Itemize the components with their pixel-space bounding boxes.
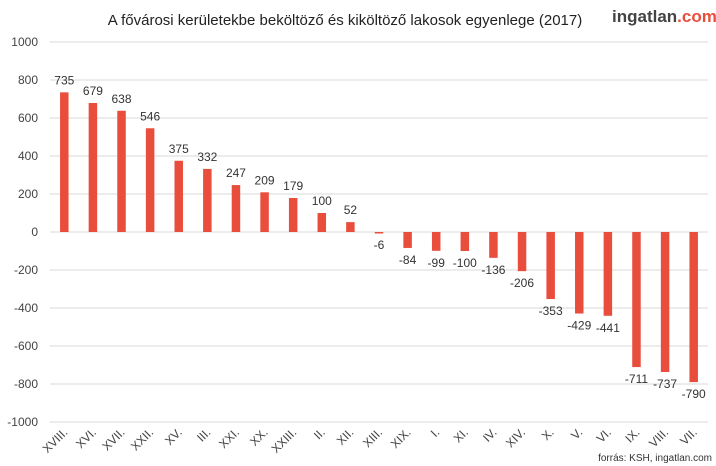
x-tick-label: XIX. [388, 425, 414, 451]
data-label: -711 [625, 372, 648, 386]
x-tick-label: XXII. [128, 425, 156, 453]
x-tick-label: X. [539, 425, 557, 443]
data-label: 735 [54, 73, 74, 87]
x-tick-label: IX. [622, 425, 642, 445]
y-tick-label: -400 [14, 301, 38, 315]
x-tick-label: VII. [677, 425, 700, 448]
y-tick-label: 200 [18, 187, 38, 201]
x-tick-label: XII. [334, 425, 357, 448]
x-axis: XVIII. XVI. XVII. XXII. XV. III. XXI. XX.XXIII.… [40, 425, 700, 456]
bar [632, 232, 641, 368]
x-tick-label: V. [568, 425, 585, 442]
bar [603, 232, 613, 316]
bar [260, 192, 269, 232]
bar [317, 213, 327, 232]
data-label: 546 [140, 109, 160, 123]
source-note: forrás: KSH, ingatlan.com [598, 453, 712, 464]
bars [60, 92, 698, 383]
y-tick-label: 1000 [11, 35, 38, 49]
x-tick-label: XIV. [503, 425, 528, 450]
data-label: -84 [399, 253, 417, 267]
y-tick-label: -800 [14, 377, 38, 391]
data-label: 179 [283, 179, 303, 193]
data-label: -136 [481, 263, 505, 277]
x-tick-label: VIII. [646, 425, 671, 450]
x-tick-label: XXIII. [269, 425, 300, 456]
data-label: 100 [312, 194, 332, 208]
x-tick-label: XI. [451, 425, 471, 445]
y-tick-label: 0 [31, 225, 38, 239]
data-label: -353 [539, 304, 563, 318]
bar [403, 232, 412, 248]
bar [546, 232, 555, 300]
bar [660, 232, 670, 373]
data-label: -790 [682, 387, 706, 401]
data-label: -6 [374, 238, 385, 252]
x-tick-label: VI. [594, 425, 614, 445]
y-axis: 1000 800 600 400 200 0 -200 -400 -600 -800 -1000 [7, 35, 38, 429]
y-tick-label: 800 [18, 73, 38, 87]
data-label: -99 [428, 256, 446, 270]
brand-suffix: .com [677, 7, 716, 26]
data-label: -441 [596, 321, 620, 335]
x-tick-label: II. [311, 425, 328, 442]
data-label: -100 [453, 256, 477, 270]
x-tick-label: XVIII. [40, 425, 71, 456]
data-label: 247 [226, 166, 246, 180]
y-tick-label: 600 [18, 111, 38, 125]
y-tick-label: -600 [14, 339, 38, 353]
data-label: -206 [510, 276, 534, 290]
bar [117, 110, 126, 232]
bar [689, 232, 698, 383]
bar [374, 232, 384, 234]
x-tick-label: IV. [480, 425, 500, 445]
brand-logo: ingatlan.com [612, 7, 716, 26]
data-labels: 735 679 638 546 375 332 247 209 179 100 52 -6 -84 -99… [54, 73, 706, 401]
x-tick-label: I. [428, 425, 443, 440]
bar [460, 232, 470, 251]
bar [288, 197, 298, 232]
x-tick-label: III. [194, 425, 213, 444]
bar [431, 232, 441, 251]
bar [145, 128, 155, 232]
bar [88, 102, 98, 233]
bar [489, 232, 498, 258]
data-label: 638 [112, 92, 132, 106]
data-label: -737 [653, 377, 677, 391]
bar [575, 232, 584, 314]
bar [174, 160, 183, 232]
x-tick-label: XVI. [73, 425, 99, 451]
data-label: 375 [169, 142, 189, 156]
data-label: 209 [255, 173, 275, 187]
bar [60, 92, 69, 232]
y-tick-label: -200 [14, 263, 38, 277]
bar [346, 222, 355, 232]
data-label: 679 [83, 84, 103, 98]
svg-text:ingatlan.com: ingatlan.com [612, 7, 716, 26]
data-label: -429 [567, 319, 591, 333]
chart-title: A fővárosi kerületekbe beköltöző és kikö… [108, 12, 582, 29]
bar [517, 232, 527, 272]
y-tick-label: -1000 [7, 415, 38, 429]
data-label: 332 [197, 150, 217, 164]
y-tick-label: 400 [18, 149, 38, 163]
x-tick-label: XXI. [216, 425, 242, 451]
brand-name: ingatlan [612, 7, 677, 26]
bar [203, 168, 212, 232]
x-tick-label: XV. [162, 425, 185, 448]
data-label: 52 [344, 203, 358, 217]
x-tick-label: XVII. [99, 425, 127, 453]
x-tick-label: XIII. [360, 425, 385, 450]
bar [231, 185, 241, 232]
x-tick-label: XX. [247, 425, 271, 449]
